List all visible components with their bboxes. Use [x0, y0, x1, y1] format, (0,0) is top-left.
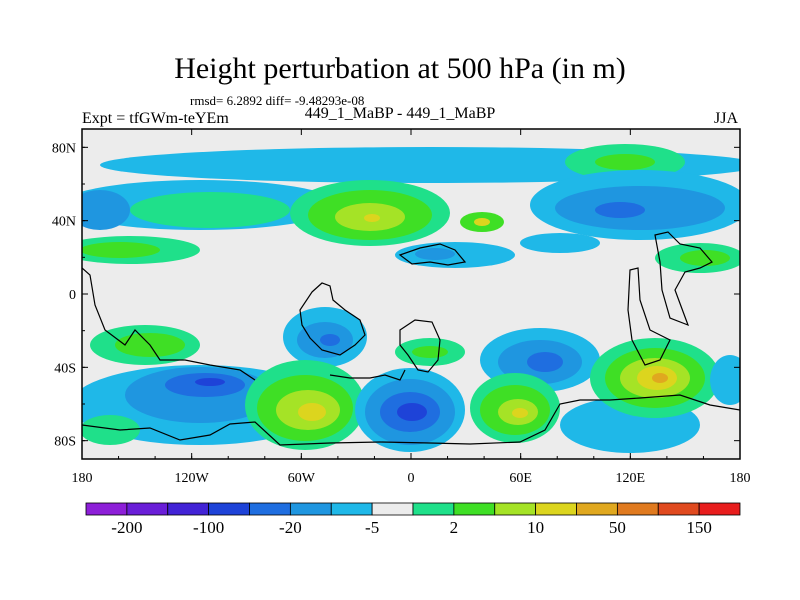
south-pacific-high-peak	[298, 403, 326, 421]
x-tick-label: 120E	[616, 471, 646, 486]
colorbar-swatch	[249, 502, 291, 516]
colorbar-swatch	[576, 502, 618, 516]
south-indian-high-peak	[512, 408, 528, 418]
coastline-eurasia-south	[398, 243, 467, 266]
colorbar-swatch	[330, 502, 373, 516]
coastline-central-america	[82, 267, 256, 381]
colorbar-swatch	[453, 502, 496, 516]
australia-high-peak	[652, 373, 668, 383]
south-indian-low-core	[527, 352, 563, 372]
north-band-teal-left	[130, 192, 290, 228]
mideast-high-core	[474, 218, 490, 226]
colorbar-swatch	[535, 502, 577, 516]
north-pacific-low-core	[595, 202, 645, 218]
colorbar-label: 150	[686, 518, 712, 537]
north-high-arctic-core	[595, 154, 655, 170]
y-tick-label: 40N	[52, 215, 76, 230]
colorbar-label: 50	[609, 518, 626, 537]
arabia-low-core	[415, 248, 455, 260]
colorbar-swatch	[371, 502, 414, 516]
y-tick-label: 40S	[54, 361, 76, 376]
far-east-cyan	[710, 355, 740, 405]
south-atlantic-low-core	[397, 403, 427, 421]
colorbar: -200 -100 -20 -5 2 10 50 150	[85, 502, 741, 537]
coastline-africa	[399, 319, 441, 373]
coastline-antarctica	[82, 394, 740, 446]
colorbar-label: 2	[450, 518, 459, 537]
colorbar-label: 10	[527, 518, 544, 537]
experiment-label: Expt = tfGWm-teYEm	[82, 110, 229, 127]
east-asia-low	[520, 233, 600, 253]
southeast-pacific-low-peak	[195, 378, 225, 386]
contour-fill-layer	[82, 144, 740, 453]
colorbar-swatch	[657, 502, 700, 516]
colorbar-label: -200	[111, 518, 142, 537]
north-atlantic-high-peak	[364, 214, 380, 222]
coastline-atlantic-islands	[329, 369, 406, 381]
y-tick-label: 80N	[52, 141, 76, 156]
colorbar-label: -20	[279, 518, 302, 537]
colorbar-swatch	[289, 502, 332, 516]
case-label: 449_1_MaBP - 449_1_MaBP	[304, 105, 496, 122]
coastline-australia	[627, 267, 671, 366]
colorbar-swatch	[208, 502, 250, 516]
x-tick-label: 180	[72, 471, 93, 486]
coastline-layer	[82, 231, 740, 446]
north-green-band-left-core	[82, 242, 160, 258]
colorbar-swatch	[412, 502, 455, 516]
colorbar-swatch	[126, 502, 169, 516]
season-label: JJA	[714, 110, 739, 127]
x-axis: 180 120W 60W 0 60E 120E 180	[72, 129, 751, 486]
colorbar-swatch	[698, 502, 741, 516]
rmsd-stats: rmsd= 6.2892 diff= -9.48293e-08	[190, 93, 365, 108]
samerica-low-core	[320, 334, 340, 346]
y-axis: 80N 40N 0 40S 80S	[52, 141, 740, 450]
north-pacific-low-east	[82, 190, 130, 230]
colorbar-label: -5	[365, 518, 379, 537]
colorbar-swatch	[85, 502, 128, 516]
x-tick-label: 60E	[509, 471, 532, 486]
coastline-east-asia	[654, 231, 713, 327]
china-high-core	[680, 250, 730, 266]
south-atlantic-green-band	[82, 415, 140, 445]
x-tick-label: 60W	[288, 471, 316, 486]
colorbar-swatch	[167, 502, 210, 516]
x-tick-label: 120W	[175, 471, 210, 486]
x-tick-label: 180	[730, 471, 751, 486]
chart-title: Height perturbation at 500 hPa (in m)	[174, 52, 626, 85]
colorbar-label: -100	[193, 518, 224, 537]
africa-high-core	[412, 346, 448, 358]
colorbar-swatch	[616, 502, 659, 516]
x-tick-label: 0	[408, 471, 415, 486]
arabia-low	[395, 242, 515, 268]
y-tick-label: 0	[69, 288, 76, 303]
coastline-south-america	[299, 282, 366, 356]
colorbar-swatch	[494, 502, 537, 516]
y-tick-label: 80S	[54, 435, 76, 450]
